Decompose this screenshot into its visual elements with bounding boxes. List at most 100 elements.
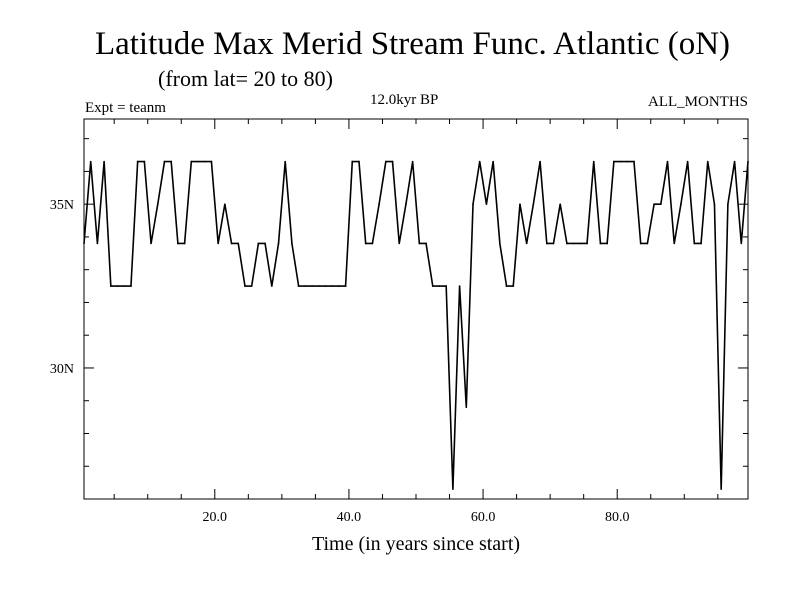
- data-point: [224, 203, 226, 205]
- data-point: [431, 285, 434, 287]
- data-point: [398, 242, 401, 245]
- data-point: [579, 242, 582, 245]
- x-tick-label: 20.0: [203, 510, 228, 525]
- data-point: [472, 203, 474, 205]
- data-point: [324, 285, 327, 287]
- data-point: [532, 203, 535, 205]
- data-point: [572, 242, 575, 245]
- data-point: [686, 160, 689, 163]
- data-point: [270, 285, 273, 287]
- data-point: [338, 285, 340, 287]
- data-point: [331, 285, 333, 287]
- data-point: [103, 160, 105, 163]
- data-point: [405, 203, 407, 205]
- x-tick-label: 60.0: [471, 510, 496, 525]
- data-point: [539, 160, 541, 163]
- data-point: [83, 242, 85, 245]
- data-point: [130, 285, 132, 287]
- data-point: [673, 242, 676, 245]
- data-point: [257, 242, 260, 245]
- data-point: [163, 160, 166, 163]
- data-point: [445, 285, 447, 287]
- data-point: [666, 160, 669, 163]
- data-point: [391, 160, 394, 163]
- data-point: [210, 160, 213, 163]
- data-point: [653, 203, 655, 205]
- data-point: [250, 285, 253, 287]
- data-point: [385, 160, 387, 163]
- data-point: [183, 242, 186, 245]
- data-point: [606, 242, 608, 245]
- data-point: [525, 242, 528, 245]
- data-point: [586, 242, 588, 245]
- data-point: [512, 285, 515, 287]
- data-point: [438, 285, 441, 287]
- data-point: [505, 285, 508, 287]
- data-series: [83, 160, 749, 490]
- data-point: [458, 285, 461, 287]
- data-point: [156, 203, 159, 205]
- data-point: [519, 203, 521, 205]
- period-annotation: 12.0kyr BP: [370, 92, 439, 108]
- data-point: [304, 285, 307, 287]
- data-point: [592, 160, 595, 163]
- data-point: [89, 160, 92, 163]
- data-point: [371, 242, 374, 245]
- data-point: [136, 160, 139, 163]
- data-point: [143, 160, 146, 163]
- data-point: [693, 242, 696, 245]
- data-point: [700, 242, 702, 245]
- data-point: [284, 160, 287, 163]
- data-point: [96, 242, 99, 245]
- data-point: [747, 160, 749, 163]
- data-point: [197, 160, 199, 163]
- plot-frame: [83, 118, 749, 500]
- data-point: [492, 160, 494, 163]
- data-point: [351, 160, 354, 163]
- data-point: [619, 160, 622, 163]
- x-axis-label: Time (in years since start): [311, 533, 521, 555]
- experiment-annotation: Expt = teanm: [85, 100, 166, 116]
- data-point: [626, 160, 629, 163]
- data-point: [291, 242, 293, 245]
- data-point: [452, 488, 454, 490]
- data-point: [613, 160, 615, 163]
- x-tick-label: 40.0: [337, 510, 362, 525]
- y-tick-label: 35N: [50, 198, 74, 213]
- data-point: [418, 242, 421, 245]
- data-point: [344, 285, 347, 287]
- data-point: [646, 242, 649, 245]
- data-point: [733, 160, 736, 163]
- months-annotation: ALL_MONTHS: [648, 94, 748, 110]
- data-point: [465, 406, 468, 409]
- data-point: [599, 242, 602, 245]
- axis-tick-labels: 20.0 40.0 60.0 80.0 30N 35N: [50, 198, 630, 525]
- data-point: [123, 285, 126, 287]
- data-point: [317, 285, 320, 287]
- series-line: [83, 160, 749, 490]
- data-point: [358, 160, 360, 163]
- data-point: [633, 160, 635, 163]
- data-point: [264, 242, 266, 245]
- chart-subtitle: (from lat= 20 to 80): [158, 66, 333, 91]
- data-point: [170, 160, 172, 163]
- data-point: [660, 203, 662, 205]
- data-point: [217, 242, 219, 245]
- data-point: [552, 242, 555, 245]
- data-point: [237, 242, 240, 245]
- chart-title: Latitude Max Merid Stream Func. Atlantic…: [94, 26, 731, 62]
- data-point: [203, 160, 206, 163]
- data-point: [727, 203, 729, 205]
- data-point: [277, 242, 280, 245]
- data-point: [478, 160, 481, 163]
- data-point: [740, 242, 743, 245]
- data-point: [425, 242, 427, 245]
- data-point: [244, 285, 246, 287]
- data-point: [545, 242, 548, 245]
- data-point: [177, 242, 179, 245]
- data-point: [639, 242, 642, 245]
- data-point: [680, 203, 682, 205]
- data-point: [116, 285, 119, 287]
- axis-ticks: [84, 119, 748, 500]
